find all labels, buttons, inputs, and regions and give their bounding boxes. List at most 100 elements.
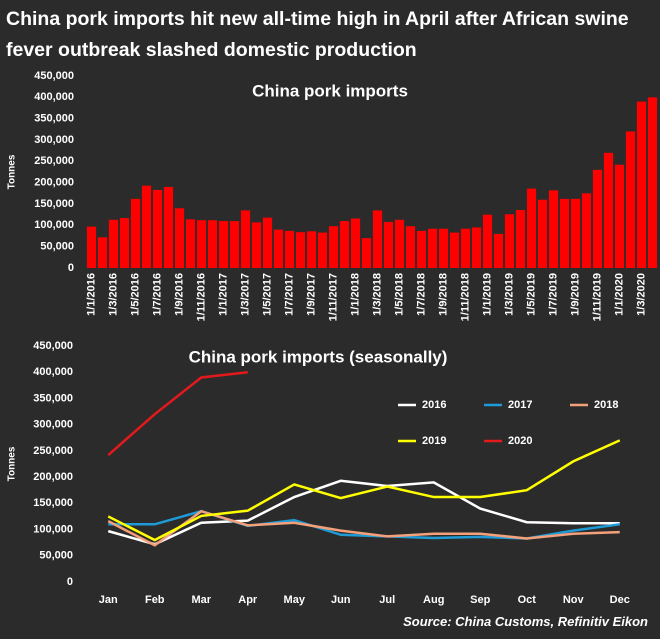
source-note: Source: China Customs, Refinitiv Eikon (403, 614, 648, 629)
series-line (107, 370, 248, 457)
bar (537, 199, 548, 268)
x-tick-label: 1/9/2017 (305, 273, 317, 316)
bar (97, 237, 108, 268)
bar (548, 190, 559, 268)
y-tick-label: 450,000 (33, 340, 73, 352)
series-line (107, 479, 620, 546)
x-tick-label: Nov (563, 594, 585, 606)
y-tick-label: 100,000 (33, 523, 73, 535)
bar (350, 218, 361, 268)
bar (570, 198, 581, 268)
y-tick-label: 450,000 (34, 70, 74, 82)
bar (240, 210, 251, 268)
x-tick-label: Oct (518, 594, 537, 606)
x-tick-label: Mar (191, 594, 211, 606)
bar (284, 230, 295, 268)
x-tick-label: 1/1/2016 (85, 273, 97, 316)
bar (108, 219, 119, 268)
x-tick-label: 1/5/2017 (261, 273, 273, 316)
bar (449, 232, 460, 268)
x-tick-label: 1/3/2019 (503, 273, 515, 316)
x-tick-label: Apr (238, 594, 258, 606)
x-tick-label: Sep (470, 594, 490, 606)
bar (471, 227, 482, 268)
bar (614, 164, 625, 268)
legend-label: 2020 (508, 435, 532, 447)
y-tick-label: 250,000 (33, 445, 73, 457)
x-tick-label: 1/1/2020 (613, 273, 625, 316)
bar (515, 209, 526, 268)
y-tick-label: 300,000 (34, 134, 74, 146)
bar (647, 97, 658, 268)
bar (372, 210, 383, 268)
bar (592, 169, 603, 268)
x-tick-label: 1/3/2018 (371, 273, 383, 316)
bar (559, 198, 570, 268)
legend-label: 2019 (422, 435, 446, 447)
bar (306, 231, 317, 268)
x-tick-label: 1/9/2016 (173, 273, 185, 316)
x-tick-label: Jun (331, 594, 351, 606)
x-tick-label: Aug (423, 594, 444, 606)
x-tick-label: 1/11/2017 (327, 273, 339, 321)
series-line (107, 509, 620, 547)
bar (416, 230, 427, 268)
bar (218, 221, 229, 268)
y-tick-label: 250,000 (34, 155, 74, 167)
x-tick-label: Dec (610, 594, 630, 606)
bar (207, 220, 218, 268)
bar (273, 229, 284, 268)
bar (460, 228, 471, 268)
y-tick-label: 50,000 (39, 550, 73, 562)
y-tick-label: 150,000 (34, 198, 74, 210)
x-tick-label: 1/1/2019 (481, 273, 493, 316)
x-tick-label: 1/11/2016 (195, 273, 207, 321)
x-tick-label: 1/11/2018 (459, 273, 471, 321)
bar (361, 238, 372, 268)
y-tick-label: 200,000 (33, 471, 73, 483)
bar (295, 232, 306, 268)
x-tick-label: 1/3/2017 (239, 273, 251, 316)
bar (229, 221, 240, 268)
bar (196, 220, 207, 268)
y-tick-label: 350,000 (34, 113, 74, 125)
bar (130, 198, 141, 268)
x-tick-label: 1/3/2016 (107, 273, 119, 316)
y-tick-label: 0 (68, 262, 74, 274)
y-axis-title: Tonnes (7, 154, 18, 189)
bar (383, 221, 394, 268)
x-tick-label: 1/7/2016 (151, 273, 163, 316)
x-tick-label: 1/9/2018 (437, 273, 449, 316)
bar (504, 214, 515, 268)
x-tick-label: 1/5/2018 (393, 273, 405, 316)
bar (119, 218, 130, 268)
bar (185, 219, 196, 268)
bar (262, 217, 273, 268)
x-tick-label: Jan (99, 594, 118, 606)
chart-title: China pork imports (252, 81, 408, 100)
y-tick-label: 200,000 (34, 177, 74, 189)
bar (86, 226, 97, 268)
bar (163, 186, 174, 268)
bar (339, 221, 350, 268)
x-tick-label: Jul (379, 594, 395, 606)
y-tick-label: 300,000 (33, 419, 73, 431)
bar (603, 152, 614, 268)
chart-title: China pork imports (seasonally) (189, 347, 448, 366)
bar (636, 101, 647, 268)
bar (482, 214, 493, 268)
legend-label: 2018 (594, 399, 618, 411)
x-tick-label: 1/3/2020 (635, 273, 647, 316)
bar (493, 233, 504, 268)
y-tick-label: 0 (67, 576, 73, 588)
x-tick-label: 1/7/2017 (283, 273, 295, 316)
bar (438, 228, 449, 268)
x-tick-label: 1/7/2018 (415, 273, 427, 316)
x-tick-label: May (284, 594, 306, 606)
legend-label: 2016 (422, 399, 446, 411)
bar (427, 228, 438, 268)
legend-label: 2017 (508, 399, 532, 411)
x-tick-label: 1/5/2019 (525, 273, 537, 316)
